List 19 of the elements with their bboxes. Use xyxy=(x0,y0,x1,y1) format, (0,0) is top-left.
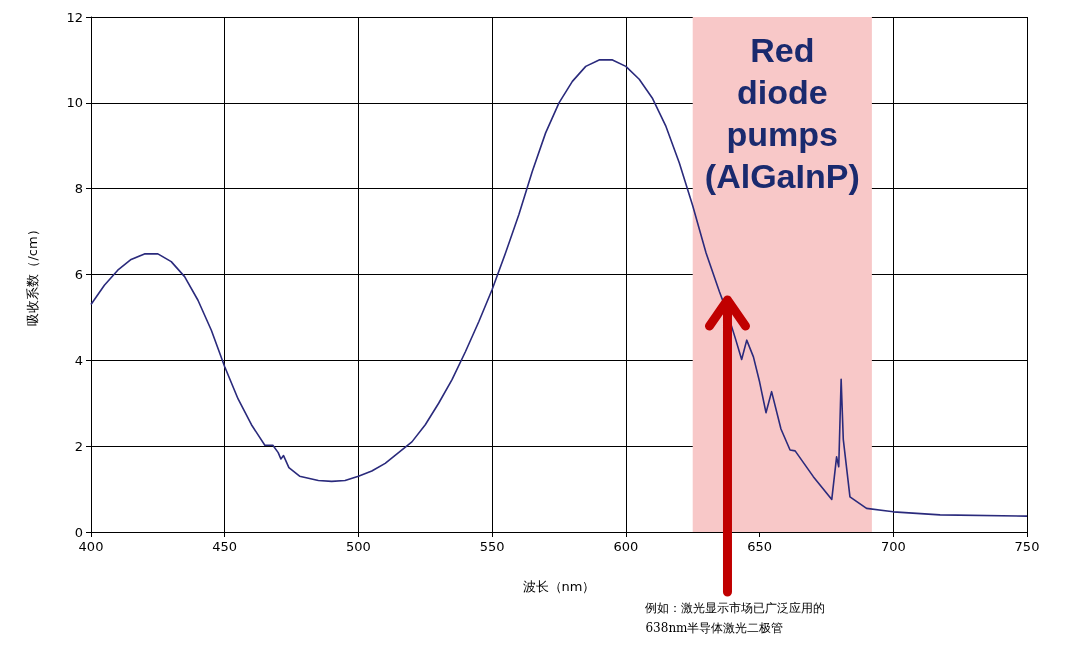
y-tick-label: 8 xyxy=(74,181,83,197)
x-tick-label: 600 xyxy=(613,539,639,554)
y-tick-label: 2 xyxy=(74,438,83,454)
y-tick-label: 6 xyxy=(74,267,83,282)
x-tick-label: 400 xyxy=(78,539,104,554)
x-tick-label: 450 xyxy=(212,539,238,554)
y-tick-label: 12 xyxy=(66,9,83,25)
x-tick-label: 550 xyxy=(479,539,505,554)
x-axis-title: 波长（nm） xyxy=(522,579,596,594)
x-tick-label: 650 xyxy=(747,539,772,554)
y-tick-label: 4 xyxy=(74,352,83,368)
x-tick-label: 750 xyxy=(1014,539,1040,554)
x-tick-label: 700 xyxy=(880,539,906,554)
band-label: Red diode pumps (AlGaInP) xyxy=(704,31,860,195)
annotation: 例如：激光显示市场已广泛应用的638nm半导体激光二极管 xyxy=(645,601,826,635)
y-axis-title: 吸收系数（/cm） xyxy=(25,223,40,326)
y-tick-label: 0 xyxy=(74,524,83,540)
y-tick-label: 10 xyxy=(66,95,83,111)
x-tick-label: 500 xyxy=(346,539,371,554)
